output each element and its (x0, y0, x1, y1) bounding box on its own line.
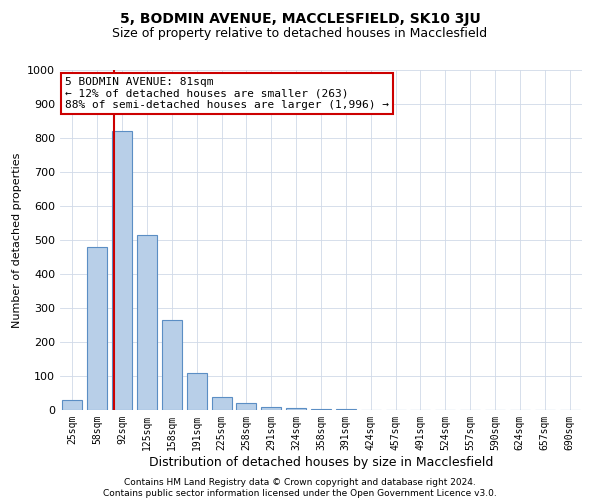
Bar (262, 406, 281, 410)
Bar (62, 400, 82, 410)
Y-axis label: Number of detached properties: Number of detached properties (11, 152, 22, 328)
Bar (236, 403, 256, 410)
Text: 5, BODMIN AVENUE, MACCLESFIELD, SK10 3JU: 5, BODMIN AVENUE, MACCLESFIELD, SK10 3JU (119, 12, 481, 26)
Bar (137, 235, 157, 410)
Bar (187, 372, 206, 410)
Text: 5 BODMIN AVENUE: 81sqm
← 12% of detached houses are smaller (263)
88% of semi-de: 5 BODMIN AVENUE: 81sqm ← 12% of detached… (65, 77, 389, 110)
Bar (311, 409, 331, 410)
Text: Size of property relative to detached houses in Macclesfield: Size of property relative to detached ho… (112, 28, 488, 40)
Bar (286, 408, 306, 410)
Bar (212, 397, 232, 410)
Bar (112, 131, 132, 410)
Bar (162, 320, 182, 410)
Bar (88, 247, 107, 410)
X-axis label: Distribution of detached houses by size in Macclesfield: Distribution of detached houses by size … (149, 456, 493, 468)
Text: Contains HM Land Registry data © Crown copyright and database right 2024.
Contai: Contains HM Land Registry data © Crown c… (103, 478, 497, 498)
